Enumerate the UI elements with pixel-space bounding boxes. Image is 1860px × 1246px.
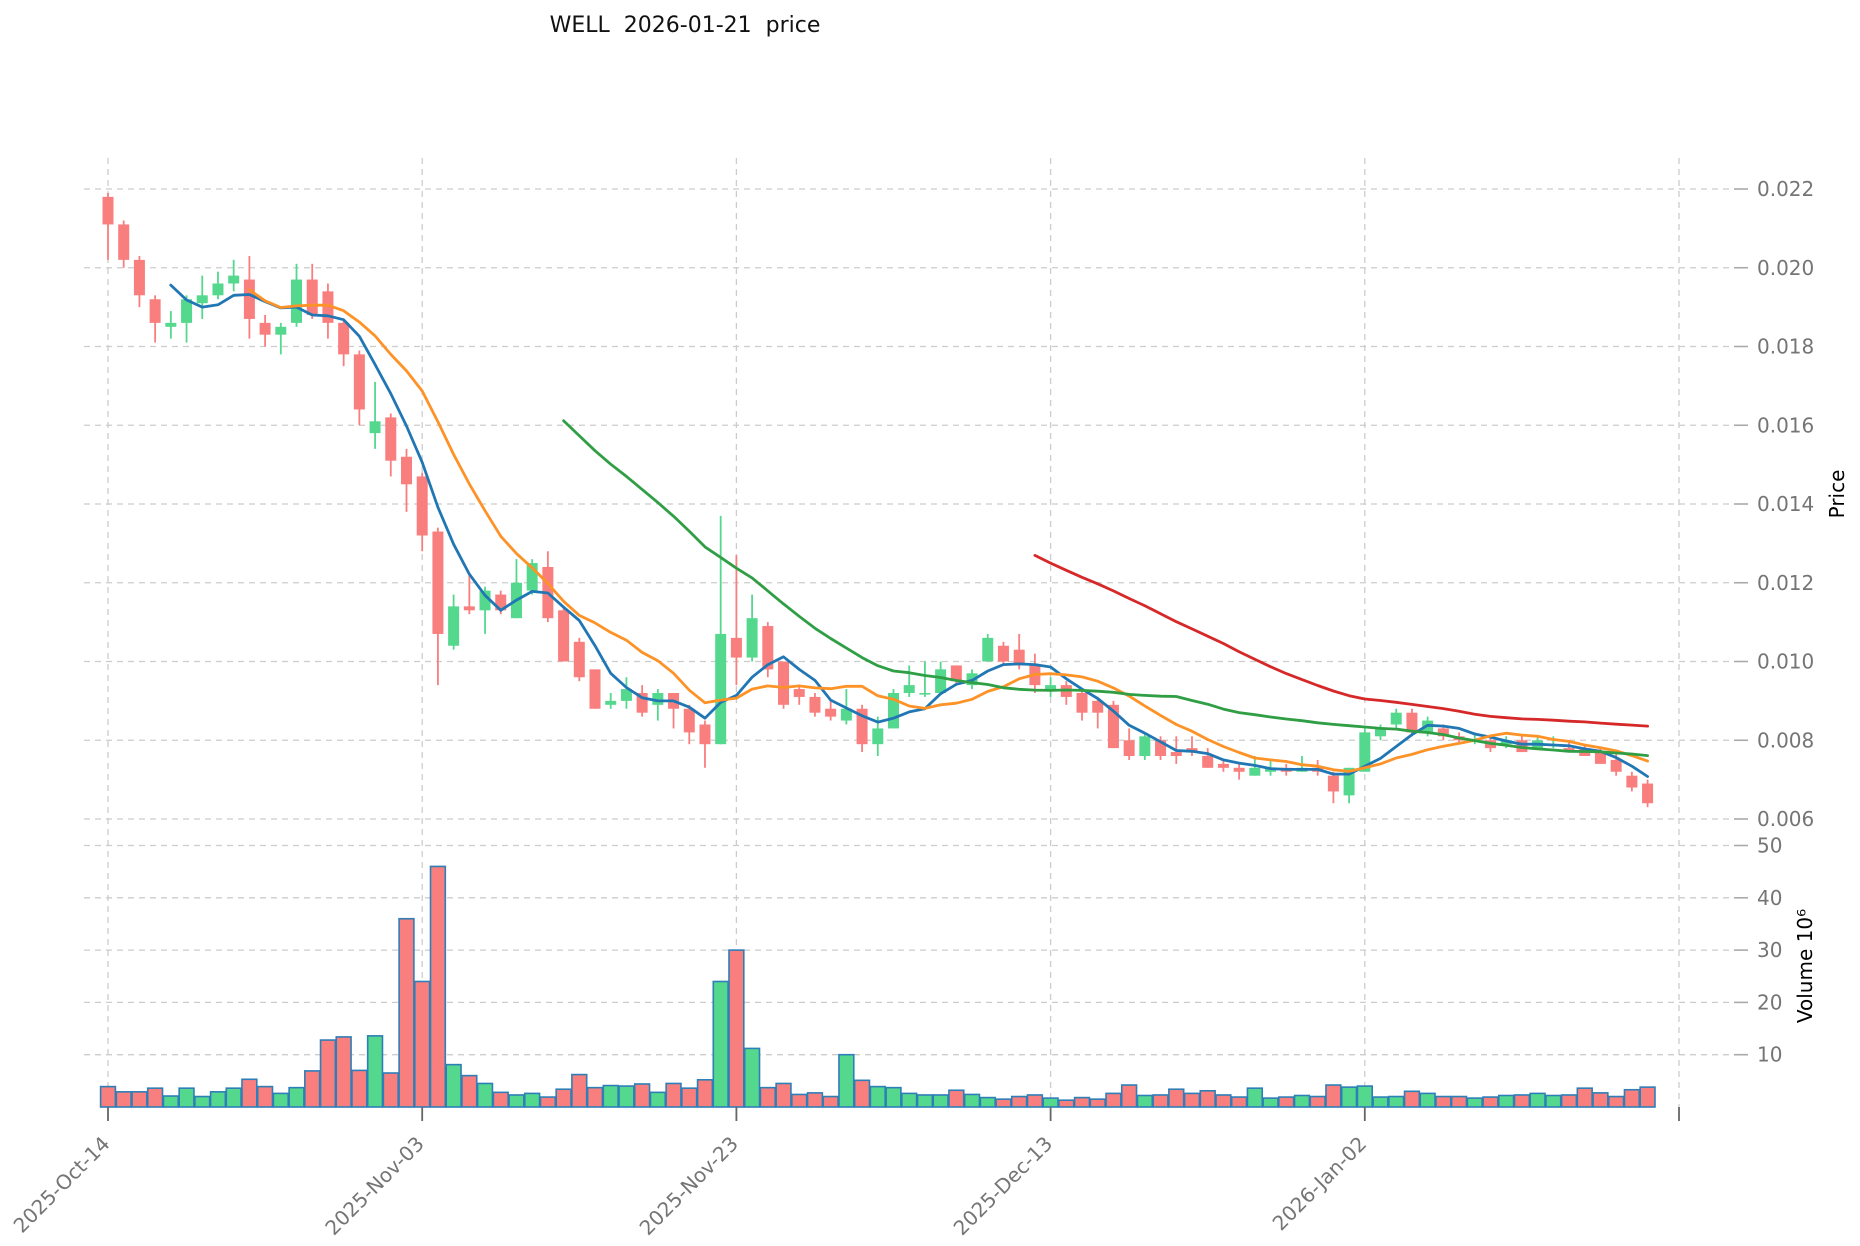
y-tick-label: 0.014 [1757,492,1814,516]
y-tick-label: 20 [1757,990,1782,1014]
moving-average-lines [169,283,1649,778]
volume-bars [99,865,1656,1108]
volume-axis-label: Volume 10⁶ [1793,909,1817,1023]
x-tick-label: 2025-Oct-14 [9,1132,115,1238]
y-tick-label: 30 [1757,938,1782,962]
y-tick-label: 0.012 [1757,571,1814,595]
y-tick-label: 40 [1757,886,1782,910]
y-tick-label: 0.010 [1757,650,1814,674]
x-tick-label: 2026-Jan-02 [1268,1132,1372,1236]
x-tick-label: 2025-Dec-13 [949,1132,1058,1241]
y-tick-label: 0.008 [1757,728,1814,752]
y-tick-label: 0.020 [1757,256,1814,280]
axis-ticks-and-labels: 0.022 0.020 0.018 0.016 0.014 0.012 0.010 0.008… [9,177,1815,1240]
y-tick-label: 0.022 [1757,177,1814,201]
y-tick-label: 0.016 [1757,413,1814,437]
y-tick-label: 0.018 [1757,335,1814,359]
chart-title: WELL 2026-01-21 price [550,13,821,38]
y-tick-label: 0.006 [1757,807,1814,831]
x-tick-label: 2025-Nov-23 [635,1132,743,1240]
x-tick-label: 2025-Nov-03 [320,1132,428,1240]
y-tick-label: 10 [1757,1043,1782,1067]
price-axis-label: Price [1825,470,1849,519]
candles [102,192,1654,808]
y-tick-label: 50 [1757,834,1782,858]
